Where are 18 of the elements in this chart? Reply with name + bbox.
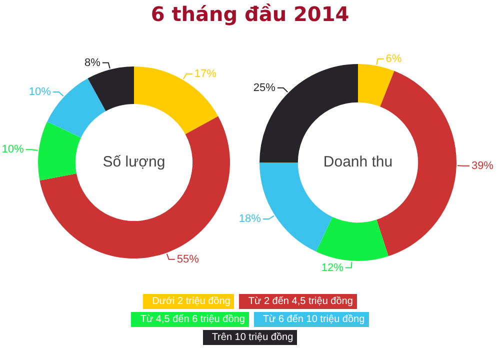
data-label: 18% [238,213,262,226]
data-label: 39% [471,160,494,172]
data-label: 8% [84,56,101,69]
legend-label: Từ 6 đến 10 triệu đồng [258,312,369,327]
data-label: 10% [28,86,52,98]
legend-label: Dưới 2 triệu đồng [148,294,234,309]
data-label: 55% [176,253,200,266]
legend-label: Từ 2 đến 4,5 triệu đồng [244,294,357,309]
data-label: 17% [194,68,217,80]
text: Số lượng [102,154,166,171]
chart-title: 6 tháng đầu 2014 [150,2,350,26]
text: Doanh thu [323,154,393,171]
legend-label: Trên 10 triệu đồng [208,330,298,345]
data-label: 25% [253,82,276,94]
data-label: 10% [2,144,24,156]
legend-label: Từ 4,5 đến 6 triệu đồng [136,312,249,327]
data-label: 6% [386,52,402,65]
data-label: 12% [321,262,344,274]
